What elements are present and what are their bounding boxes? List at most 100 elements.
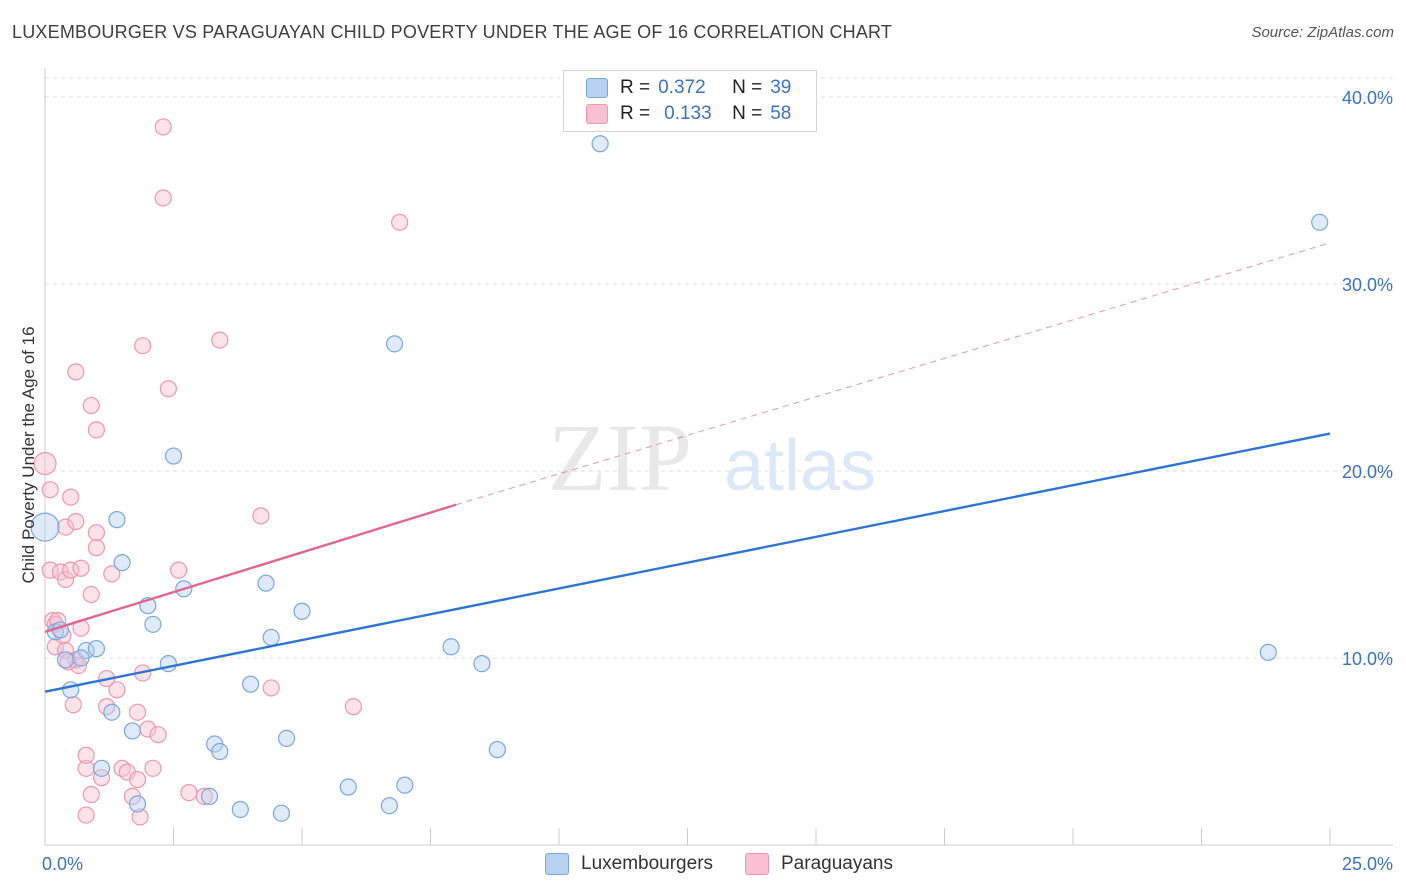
paraguayans-point: [108, 681, 126, 699]
r-value: 0.133: [664, 103, 712, 124]
paraguayans-point: [92, 769, 111, 787]
y-tick-label: 10.0%: [1342, 649, 1393, 669]
luxembourgers-point: [30, 512, 60, 542]
paraguayans-point: [67, 512, 85, 531]
paraguayans-point: [154, 189, 172, 207]
paraguayans-point: [64, 696, 82, 714]
source-label: Source: ZipAtlas.com: [1251, 24, 1394, 41]
paraguayans-point: [180, 784, 198, 802]
paraguayans-point: [56, 518, 75, 536]
paraguayans-point: [128, 703, 147, 721]
paraguayans-point: [41, 481, 59, 499]
gridlines: [45, 77, 1393, 659]
paraguayans-point: [33, 451, 57, 476]
paraguayans-point: [87, 524, 106, 542]
r-label: R =: [620, 103, 651, 124]
paraguayans-label: Paraguayans: [781, 853, 893, 874]
paraguayans-point: [59, 653, 77, 671]
paraguayans-point: [82, 585, 100, 604]
paraguayans-trend-line: [44, 503, 457, 633]
paraguayans-point: [82, 785, 100, 804]
paraguayans-point: [344, 698, 362, 716]
stats-legend: R = 0.372 N = 39 R = 0.133 N = 58: [563, 70, 817, 132]
paraguayans-point: [211, 331, 229, 349]
paraguayans-point: [72, 559, 90, 577]
trend-lines: [44, 242, 1331, 693]
luxembourgers-point: [473, 655, 491, 673]
luxembourgers-point: [1259, 643, 1277, 661]
luxembourgers-point: [380, 797, 398, 815]
paraguayans-swatch: [745, 853, 769, 875]
paraguayans-point: [170, 561, 188, 579]
axes: [44, 68, 1393, 846]
chart-title: LUXEMBOURGER VS PARAGUAYAN CHILD POVERTY…: [12, 22, 893, 42]
paraguayans-point: [77, 806, 95, 824]
paraguayans-point: [77, 746, 95, 764]
paraguayans-point: [154, 118, 172, 136]
paraguayans-point: [159, 380, 177, 398]
luxembourgers-point: [56, 651, 75, 669]
luxembourgers-point: [128, 795, 147, 813]
r-label: R =: [620, 77, 651, 98]
luxembourgers-point: [113, 554, 131, 572]
watermark-atlas: atlas: [724, 426, 876, 506]
paraguayans-point: [56, 570, 75, 589]
n-label: N =: [732, 77, 763, 98]
watermark: ZIP atlas: [548, 404, 876, 511]
paraguayans-point: [391, 213, 409, 231]
y-tick-label: 40.0%: [1342, 88, 1393, 108]
paraguayans-points: [33, 118, 409, 826]
x-tick-label: 25.0%: [1342, 854, 1393, 874]
y-tick-label: 20.0%: [1342, 462, 1393, 482]
paraguayans-point: [195, 787, 213, 805]
luxembourgers-point: [293, 602, 311, 620]
legend-row-luxembourgers: R = 0.372 N = 39: [586, 76, 791, 100]
luxembourgers-swatch: [545, 853, 569, 875]
bottom-legend-luxembourgers: Luxembourgers: [545, 852, 713, 876]
luxembourgers-point: [108, 511, 126, 529]
n-value: 39: [770, 77, 792, 98]
paraguayans-point: [62, 488, 80, 506]
luxembourgers-point: [272, 804, 291, 822]
luxembourgers-point: [339, 778, 357, 796]
luxembourgers-point: [242, 675, 260, 693]
y-axis-label: Child Poverty Under the Age of 16: [19, 326, 38, 583]
legend-row-paraguayans: R = 0.133 N = 58: [586, 102, 791, 126]
luxembourgers-point: [92, 759, 111, 777]
n-value: 58: [770, 103, 792, 124]
paraguayans-point: [128, 770, 147, 789]
paraguayans-point: [144, 759, 162, 777]
paraguayans-point: [252, 507, 270, 525]
x-tick-label: 0.0%: [42, 854, 83, 874]
luxembourgers-point: [442, 638, 460, 656]
paraguayans-point: [262, 679, 280, 697]
luxembourgers-point: [144, 615, 162, 633]
paraguayans-point: [87, 421, 106, 439]
luxembourgers-point: [103, 703, 121, 721]
paraguayans-point: [134, 337, 152, 355]
luxembourgers-point: [164, 447, 183, 465]
luxembourgers-point: [385, 335, 404, 353]
luxembourgers-points: [30, 135, 1329, 822]
luxembourgers-point: [488, 741, 506, 759]
paraguayans-point: [82, 396, 100, 415]
luxembourgers-point: [591, 135, 609, 153]
paraguayans-swatch: [586, 104, 608, 124]
luxembourgers-label: Luxembourgers: [581, 853, 714, 874]
luxembourgers-trend-line: [44, 432, 1331, 693]
paraguayans-trend-extension: [456, 242, 1331, 506]
n-label: N =: [732, 103, 763, 124]
paraguayans-point: [87, 539, 106, 557]
bottom-legend-paraguayans: Paraguayans: [745, 852, 893, 876]
luxembourgers-point: [87, 640, 106, 658]
luxembourgers-point: [72, 649, 90, 667]
luxembourgers-point: [257, 574, 275, 592]
paraguayans-point: [131, 808, 149, 826]
luxembourgers-point: [231, 800, 249, 819]
r-value: 0.372: [658, 77, 706, 98]
tick-labels: 10.0% 20.0% 30.0% 40.0% 0.0% 25.0%: [42, 88, 1393, 874]
luxembourgers-point: [123, 722, 141, 740]
y-tick-label: 30.0%: [1342, 275, 1393, 295]
luxembourgers-point: [1311, 213, 1329, 231]
